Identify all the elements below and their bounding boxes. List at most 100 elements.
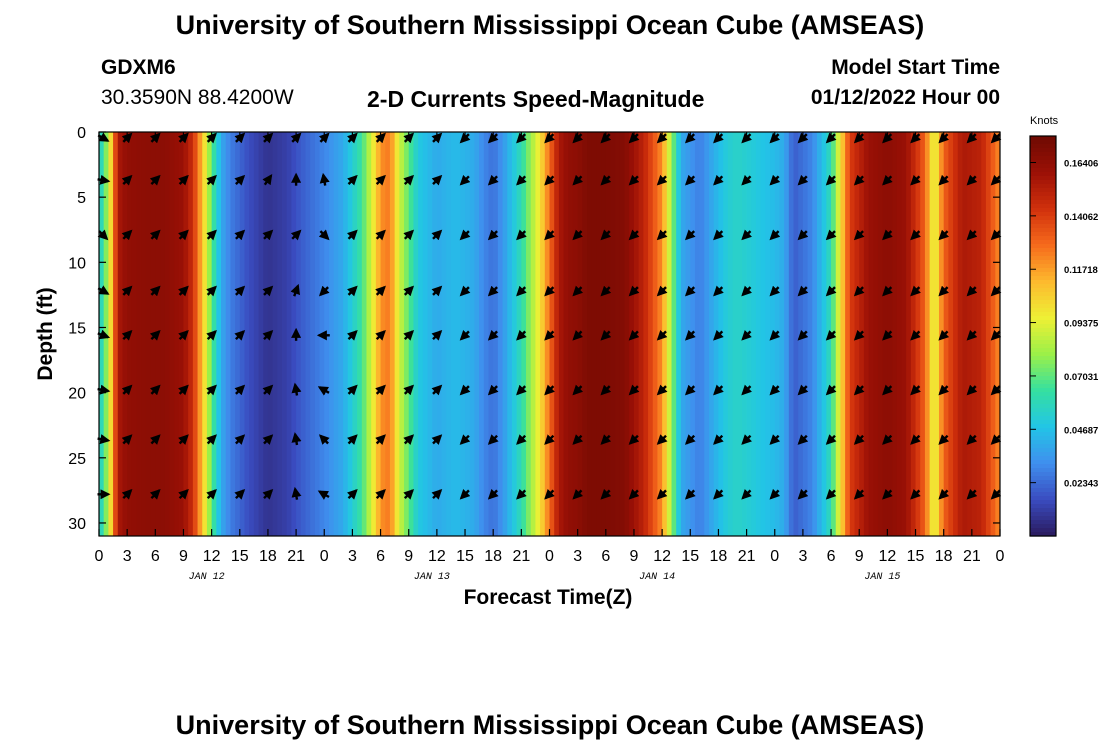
colorbar-segment (1030, 420, 1056, 425)
current-vector-arrow (684, 229, 696, 241)
y-tick-label: 15 (68, 320, 86, 337)
x-axis: 0 3 6 9 12 15 18 21 0 3 6 9 12 15 18 21 0 3 6 9 12 15 18 21 0 3 6 9… (95, 132, 1005, 583)
heatmap-cell (835, 132, 842, 536)
current-vector-arrow (882, 384, 893, 396)
current-vector-arrow (938, 229, 950, 241)
colorbar-segment (1030, 184, 1056, 189)
current-vector-arrow (431, 384, 443, 396)
heatmap-cell (160, 132, 166, 536)
x-tick-label: 3 (123, 548, 132, 565)
heatmap-cell (615, 132, 621, 536)
current-vector-arrow (544, 285, 555, 297)
colorbar-segment (1030, 192, 1056, 197)
colorbar-segment (1030, 520, 1056, 525)
heatmap-cell (976, 132, 982, 536)
heatmap-cell (934, 132, 940, 536)
current-vector-arrow (938, 434, 950, 445)
current-vector-arrow (121, 174, 133, 186)
x-tick-label: 15 (681, 548, 699, 565)
colorbar-segment (1030, 428, 1056, 433)
current-vector-arrow (656, 285, 668, 297)
colorbar-segment (1030, 448, 1056, 453)
current-vector-arrow (234, 434, 246, 445)
current-vector-arrow (797, 384, 809, 396)
current-vector-arrow (910, 384, 921, 396)
current-vector-arrow (262, 285, 274, 297)
current-vector-arrow (375, 329, 386, 341)
heatmap-cell (568, 132, 574, 536)
current-vector-arrow (769, 488, 781, 500)
heatmap-cell (793, 132, 799, 536)
heatmap-cell (450, 132, 457, 536)
x-tick-label: 12 (203, 548, 221, 565)
current-vector-arrow (825, 229, 837, 241)
x-tick-label: 12 (878, 548, 896, 565)
current-vector-arrow (713, 329, 724, 341)
colorbar-segment (1030, 328, 1056, 333)
current-vector-arrow (178, 229, 189, 241)
colorbar-segment (1030, 380, 1056, 385)
colorbar-segment (1030, 208, 1056, 213)
current-vector-arrow (572, 174, 584, 186)
current-vector-arrow (741, 174, 752, 186)
current-vector-arrow (403, 285, 415, 297)
current-vector-arrow (769, 174, 781, 186)
heatmap-cell (807, 132, 813, 536)
colorbar-segment (1030, 204, 1056, 209)
colorbar-tick-label: 0.09375 (1064, 319, 1099, 330)
x-tick-label: 12 (653, 548, 671, 565)
colorbar-segment (1030, 300, 1056, 305)
heatmap-cell (873, 132, 879, 536)
heatmap-cell (385, 132, 391, 536)
colorbar-segment (1030, 424, 1056, 429)
colorbar-segment (1030, 256, 1056, 261)
heatmap-cell (230, 132, 236, 536)
current-vector-arrow (572, 285, 584, 297)
current-vector-arrow (121, 434, 133, 445)
colorbar-tick-label: 0.14062 (1064, 212, 1098, 223)
current-vector-arrow (206, 285, 217, 297)
colorbar-segment (1030, 156, 1056, 161)
heatmap-cell (511, 132, 518, 536)
colorbar-tick-label: 0.02343 (1064, 479, 1098, 490)
heatmap-cell (924, 132, 931, 536)
heatmap-cell (221, 132, 227, 536)
colorbar-segment (1030, 296, 1056, 301)
colorbar-segment (1030, 308, 1056, 313)
heatmap-cell (929, 132, 935, 536)
current-vector-arrow (938, 174, 950, 186)
current-vector-arrow (262, 329, 274, 341)
colorbar-segment (1030, 452, 1056, 457)
heatmap-cell (502, 132, 508, 536)
current-vector-arrow (347, 434, 358, 445)
colorbar-segment (1030, 504, 1056, 509)
current-vector-arrow (262, 488, 274, 500)
current-vector-arrow (149, 488, 161, 500)
heatmap-cell (985, 132, 992, 536)
x-tick-label: 0 (770, 548, 779, 565)
current-vector-arrow (938, 329, 950, 341)
colorbar-segment (1030, 436, 1056, 441)
heatmap-cell (338, 132, 344, 536)
current-vector-arrow (262, 229, 274, 241)
colorbar-segment (1030, 440, 1056, 445)
colorbar-segment (1030, 400, 1056, 405)
current-vector-arrow (882, 434, 893, 445)
current-vector-arrow (516, 229, 527, 241)
current-vector-arrow (684, 384, 696, 396)
heatmap-cell (840, 132, 846, 536)
current-vector-arrow (797, 229, 809, 241)
current-vector-arrow (656, 434, 668, 445)
x-axis-label: Forecast Time(Z) (464, 586, 633, 609)
current-vector-arrow (459, 329, 471, 341)
current-vector-arrow (853, 329, 865, 341)
colorbar-segment (1030, 152, 1056, 157)
x-tick-label: 15 (907, 548, 925, 565)
colorbar-segment (1030, 164, 1056, 169)
current-vector-arrow (713, 229, 724, 241)
current-vector-arrow (628, 174, 640, 186)
heatmap-cell (779, 132, 785, 536)
current-vector-arrow (825, 174, 837, 186)
colorbar-tick-label: 0.04687 (1064, 425, 1098, 436)
heatmap-cell (530, 132, 537, 536)
